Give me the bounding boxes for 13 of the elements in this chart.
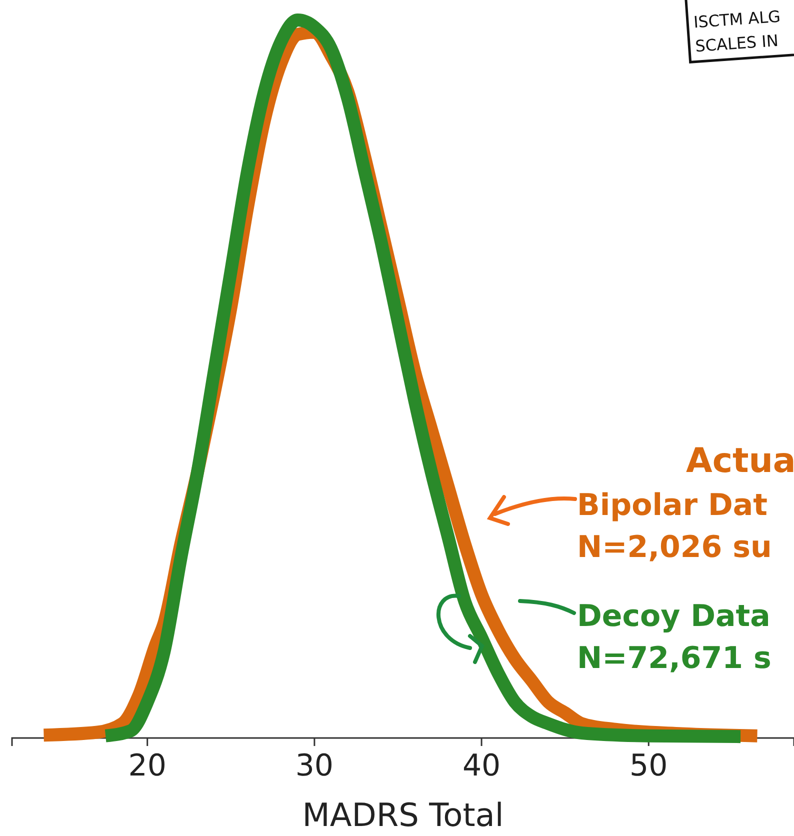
annotation: N=72,671 s [577,641,772,676]
x-tick-label: 40 [462,748,501,784]
annotation: ISCTM ALG [692,6,781,32]
annotation: N=2,026 su [577,530,772,565]
annotation: Bipolar Dat [577,488,768,523]
paper-clipping: ISCTM ALG SCALES IN [683,0,794,64]
annotation: Decoy Data [577,599,770,634]
x-tick-label: 20 [128,748,166,784]
x-tick-label: 50 [630,748,668,784]
x-tick-label: 30 [295,748,334,784]
annotation: Actua [686,441,794,481]
annotation: SCALES IN [694,30,779,56]
x-axis-title: MADRS Total [302,796,504,834]
